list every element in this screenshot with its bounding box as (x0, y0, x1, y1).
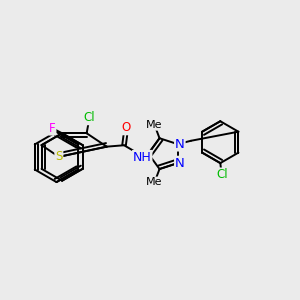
Text: F: F (49, 122, 56, 135)
Text: Cl: Cl (84, 111, 95, 124)
Text: O: O (122, 122, 131, 134)
Text: S: S (55, 150, 62, 163)
Text: NH: NH (133, 151, 152, 164)
Text: N: N (175, 138, 185, 151)
Text: Me: Me (146, 120, 163, 130)
Text: Cl: Cl (216, 168, 227, 181)
Text: N: N (175, 157, 185, 169)
Text: Me: Me (146, 177, 163, 188)
